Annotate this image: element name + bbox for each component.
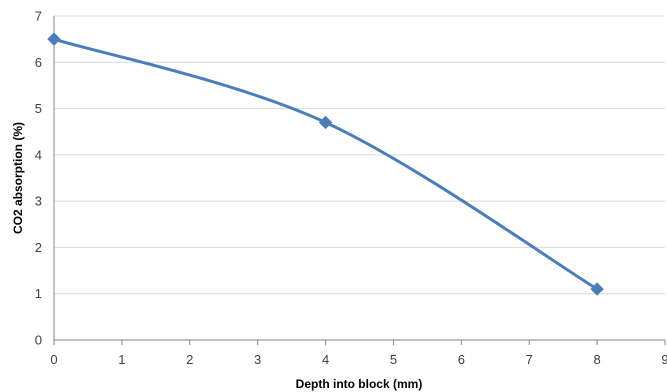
x-axis-title: Depth into block (mm): [296, 377, 423, 391]
axes: [53, 16, 666, 345]
y-axis-title: CO2 absorption (%): [11, 122, 25, 234]
y-tick-label-7: 7: [35, 9, 42, 24]
y-tick-label-2: 2: [35, 240, 42, 255]
x-tick-label-3: 3: [254, 352, 261, 367]
x-tick-label-8: 8: [593, 352, 600, 367]
x-tick-label-2: 2: [186, 352, 193, 367]
y-tick-label-4: 4: [35, 147, 42, 162]
series-line-0: [52, 37, 599, 291]
x-tick-label-7: 7: [526, 352, 533, 367]
x-tick-label-5: 5: [390, 352, 397, 367]
x-tick-label-9: 9: [661, 352, 667, 367]
data-point-1: [318, 115, 333, 130]
y-tick-label-6: 6: [35, 55, 42, 70]
x-tick-label-0: 0: [50, 352, 57, 367]
x-tick-label-4: 4: [322, 352, 329, 367]
series-layer: [47, 32, 604, 296]
tick-labels: 0 1 2 3 4 5 6 7 0 1 2 3 4 5 6 7 8 9: [35, 9, 667, 368]
y-tick-label-5: 5: [35, 101, 42, 116]
data-point-2: [590, 282, 604, 296]
gridlines: [54, 15, 665, 295]
y-tick-label-3: 3: [35, 194, 42, 209]
data-point-0: [47, 32, 61, 46]
x-tick-label-6: 6: [458, 352, 465, 367]
x-tick-label-1: 1: [118, 352, 125, 367]
y-tick-label-1: 1: [35, 286, 42, 301]
y-tick-label-0: 0: [35, 333, 42, 348]
